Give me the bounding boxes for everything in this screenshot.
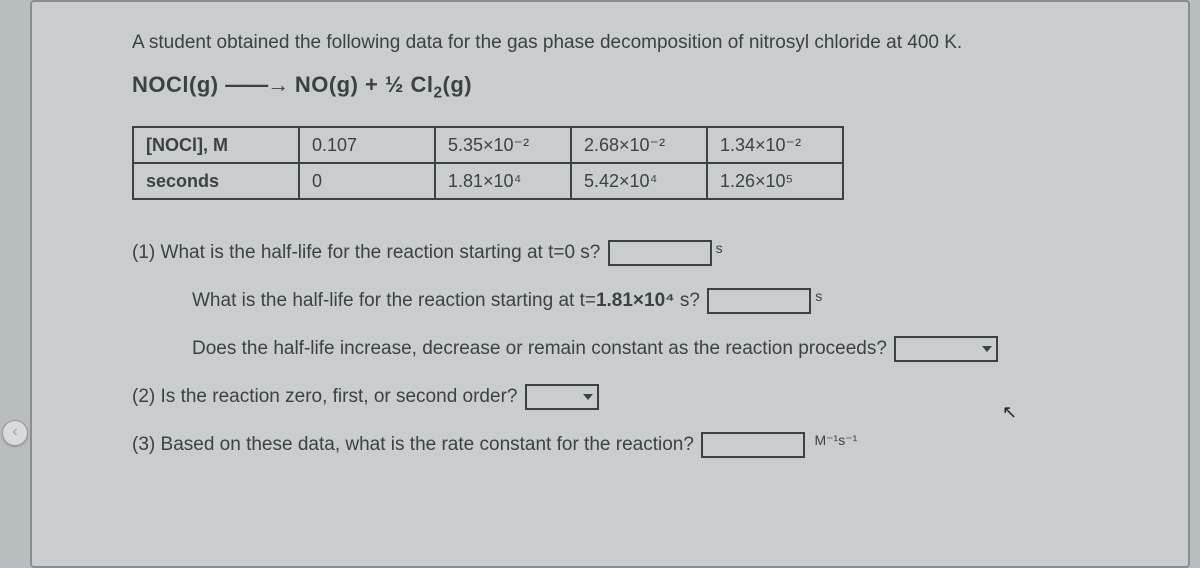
- q2-select[interactable]: [525, 384, 599, 410]
- q1-number: (1): [132, 242, 155, 263]
- table-row: seconds 0 1.81×10⁴ 5.42×10⁴ 1.26×10⁵: [133, 163, 843, 199]
- q3-line: (3) Based on these data, what is the rat…: [132, 432, 1128, 458]
- eq-arrow: ——→: [225, 72, 288, 97]
- q1a-input[interactable]: [608, 240, 712, 266]
- eq-rhs-b: (g): [443, 72, 473, 97]
- cell: 2.68×10⁻²: [571, 127, 707, 163]
- q1a-line: (1) What is the half-life for the reacti…: [132, 240, 1128, 266]
- q1b-unit: s: [815, 288, 822, 304]
- table-row: [NOCl], M 0.107 5.35×10⁻² 2.68×10⁻² 1.34…: [133, 127, 843, 163]
- cell: 1.26×10⁵: [707, 163, 843, 199]
- eq-lhs: NOCl(g): [132, 72, 219, 97]
- q1b-text-after: s?: [675, 290, 700, 311]
- cell: 5.42×10⁴: [571, 163, 707, 199]
- eq-rhs-a: NO(g) + ½ Cl: [295, 72, 434, 97]
- q2-text: Is the reaction zero, first, or second o…: [161, 386, 518, 407]
- prev-nav-button[interactable]: ‹: [2, 420, 28, 446]
- cell: 0: [299, 163, 435, 199]
- question-card: A student obtained the following data fo…: [30, 0, 1190, 568]
- q1b-input[interactable]: [707, 288, 811, 314]
- q2-number: (2): [132, 386, 155, 407]
- cell: 5.35×10⁻²: [435, 127, 571, 163]
- cell: 0.107: [299, 127, 435, 163]
- q1b-line: What is the half-life for the reaction s…: [192, 288, 1128, 314]
- q1c-select[interactable]: [894, 336, 998, 362]
- q1b-value: 1.81×10⁴: [596, 290, 675, 311]
- q3-input[interactable]: [701, 432, 805, 458]
- q1a-text: What is the half-life for the reaction s…: [161, 242, 601, 263]
- row2-head: seconds: [133, 163, 299, 199]
- q1a-unit: s: [716, 240, 723, 256]
- q3-text: Based on these data, what is the rate co…: [161, 434, 694, 455]
- q3-unit: M⁻¹s⁻¹: [814, 432, 857, 448]
- eq-rhs-sub: 2: [433, 84, 442, 101]
- q1c-text: Does the half-life increase, decrease or…: [192, 338, 887, 359]
- q1b-text-before: What is the half-life for the reaction s…: [192, 290, 596, 311]
- q1c-line: Does the half-life increase, decrease or…: [192, 336, 1128, 362]
- q2-line: (2) Is the reaction zero, first, or seco…: [132, 384, 1128, 410]
- cell: 1.81×10⁴: [435, 163, 571, 199]
- cell: 1.34×10⁻²: [707, 127, 843, 163]
- data-table: [NOCl], M 0.107 5.35×10⁻² 2.68×10⁻² 1.34…: [132, 126, 844, 200]
- row1-head: [NOCl], M: [133, 127, 299, 163]
- q3-number: (3): [132, 434, 155, 455]
- reaction-equation: NOCl(g) ——→ NO(g) + ½ Cl2(g): [132, 72, 1128, 102]
- intro-text: A student obtained the following data fo…: [132, 32, 1128, 54]
